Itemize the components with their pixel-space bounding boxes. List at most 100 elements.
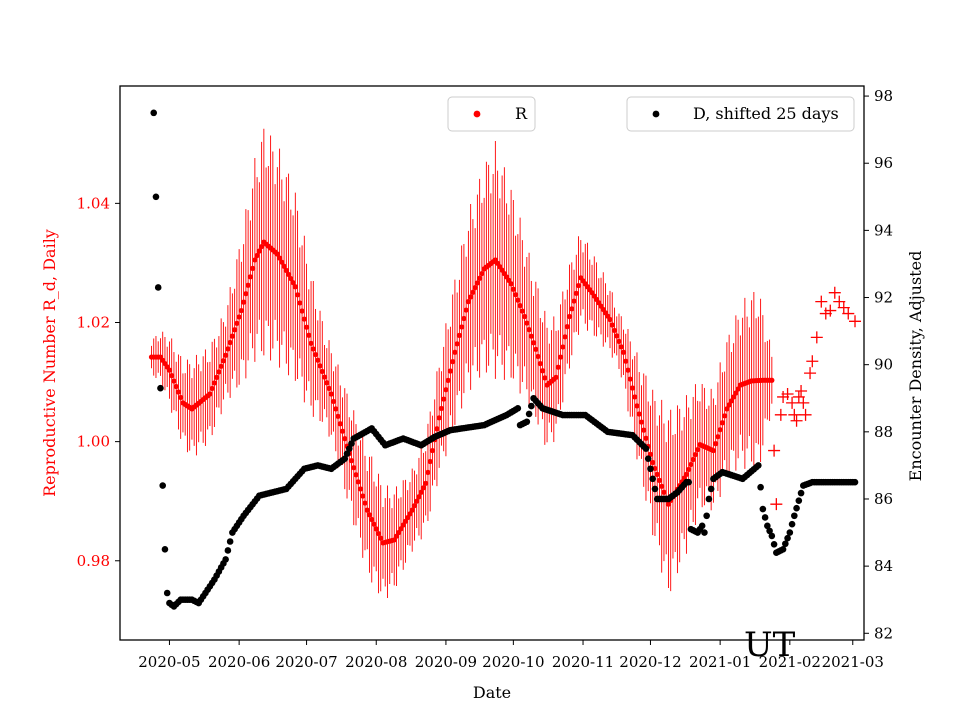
r-point [623, 358, 629, 364]
d-point [764, 522, 771, 530]
r-point [396, 529, 402, 536]
r-plus-point [788, 408, 801, 421]
r-point [710, 447, 717, 454]
x-tick-label: 2020-05 [138, 653, 200, 671]
r-plus-point [810, 331, 823, 344]
d-point [150, 109, 158, 117]
r-point [256, 248, 262, 254]
r-point [515, 297, 521, 303]
d-point [782, 540, 789, 548]
r-point [477, 275, 483, 281]
r-point [175, 389, 182, 395]
r-point [398, 526, 404, 532]
y-left-tick-label: 1.04 [77, 194, 110, 212]
y-right-tick-label: 90 [874, 356, 893, 374]
r-point [362, 500, 368, 506]
r-point [683, 471, 690, 477]
r-plus-point [806, 355, 819, 368]
r-point [510, 286, 516, 292]
x-axis-label: Date [473, 683, 511, 702]
r-point [535, 353, 541, 360]
r-point [517, 303, 523, 309]
r-point [252, 257, 258, 263]
r-point [625, 367, 631, 373]
r-point [553, 374, 559, 380]
r-point [542, 375, 548, 381]
r-point [731, 394, 737, 400]
r-point [573, 290, 579, 296]
legend-d-box [626, 96, 855, 132]
r-point [333, 406, 339, 412]
r-point [560, 344, 566, 350]
r-point [474, 280, 480, 286]
r-plus-point [770, 498, 783, 511]
d-point [642, 445, 650, 452]
r-point [407, 511, 413, 517]
r-point [569, 306, 575, 312]
r-plus-point [795, 384, 808, 397]
r-point [207, 391, 213, 397]
r-point [411, 503, 418, 509]
r-point [227, 339, 233, 346]
r-point [369, 516, 375, 523]
x-tick-label: 2020-10 [482, 653, 544, 671]
r-point [378, 535, 384, 541]
r-point [769, 377, 775, 383]
x-tick-label: 2021-01 [689, 653, 751, 671]
r-plus-point [786, 396, 799, 409]
d-point [784, 534, 791, 542]
r-point [324, 380, 330, 386]
r-point [636, 411, 642, 417]
d-point [224, 547, 232, 554]
r-point [713, 441, 719, 447]
r-plus-point [797, 396, 810, 409]
r-point [456, 332, 463, 338]
r-point [427, 458, 433, 465]
x-tick-label: 2021-02 [759, 653, 821, 671]
d-point [647, 465, 654, 473]
r-point [400, 522, 406, 528]
r-point [414, 498, 420, 504]
d-point [157, 384, 164, 392]
r-point [178, 394, 184, 401]
r-point [454, 341, 460, 347]
r-point [351, 465, 357, 471]
r-point [429, 447, 436, 454]
r-point [373, 526, 379, 532]
r-point [479, 270, 485, 277]
r-plus-point [774, 408, 787, 421]
d-point [341, 455, 349, 462]
d-point [649, 475, 657, 483]
r-plus-point [842, 307, 855, 320]
r-point [656, 477, 663, 483]
r-point [274, 251, 280, 257]
r-point [537, 360, 543, 367]
r-point [225, 346, 231, 352]
r-point [665, 501, 672, 507]
r-plus-point [781, 387, 794, 400]
r-point [353, 472, 359, 478]
r-point [171, 378, 177, 384]
r-point [436, 415, 442, 421]
r-point [366, 512, 373, 518]
r-point [521, 313, 528, 320]
r-point [470, 289, 476, 295]
r-point [690, 456, 696, 463]
r-point [306, 332, 312, 338]
r-point [513, 292, 519, 298]
d-point [795, 497, 803, 504]
r-point [241, 299, 247, 305]
r-point [452, 349, 458, 355]
r-point [216, 369, 222, 375]
y-axis-right: 82 84 86 88 90 92 94 96 98 [864, 87, 893, 642]
d-point [707, 485, 715, 493]
r-point [357, 486, 364, 492]
y-left-tick-label: 1.02 [77, 313, 110, 331]
r-point [169, 373, 175, 379]
r-point [528, 333, 534, 339]
r-point [620, 349, 627, 355]
r-point [724, 406, 730, 412]
r-point [688, 461, 694, 468]
r-point [634, 403, 640, 409]
plot-layer [148, 109, 862, 610]
